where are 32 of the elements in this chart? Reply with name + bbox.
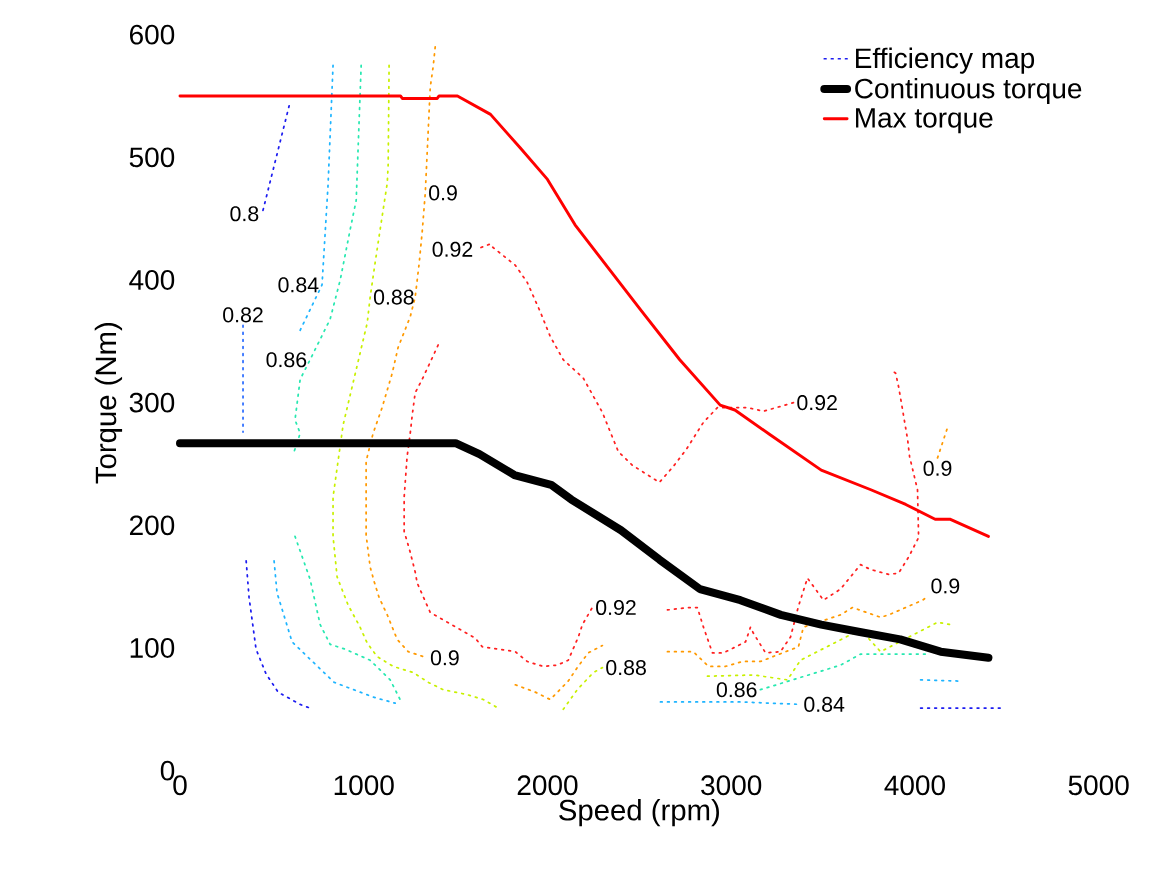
x-axis-title: Speed (rpm) — [559, 799, 719, 827]
annotation: 0.86 — [716, 682, 757, 698]
annotation: 0.84 — [804, 697, 845, 713]
annotation: 0.92 — [797, 395, 837, 411]
legend-label: Max torque — [856, 108, 993, 134]
x-tick-label: 5000 — [1068, 775, 1129, 796]
x-tick-label: 3000 — [701, 775, 762, 796]
annotation: 0.9 — [429, 185, 457, 201]
annotation: 0.88 — [373, 289, 414, 305]
y-tick-label: 400 — [129, 270, 175, 291]
x-tick-label: 2000 — [517, 775, 578, 796]
annotation: 0.9 — [931, 578, 960, 594]
annotation: 0.86 — [266, 352, 307, 368]
y-tick-label: 100 — [130, 638, 175, 659]
y-tick-label: 500 — [129, 147, 175, 168]
annotation: 0.84 — [278, 277, 319, 293]
y-tick-label: 200 — [129, 515, 175, 536]
y-tick-label: 300 — [129, 392, 175, 413]
y-tick-label: 0 — [160, 760, 175, 781]
x-tick-label: 1000 — [334, 775, 394, 796]
annotation: 0.82 — [223, 307, 263, 323]
annotation: 0.92 — [432, 241, 473, 258]
y-axis-title: Torque (Nm) — [94, 323, 123, 484]
annotation: 0.9 — [430, 650, 459, 666]
y-tick-label: 600 — [130, 24, 175, 45]
annotation: 0.92 — [596, 600, 636, 616]
annotation: 0.8 — [230, 206, 259, 222]
annotation: 0.9 — [923, 460, 952, 477]
legend-label: Efficiency map — [856, 47, 1035, 74]
x-tick-label: 4000 — [884, 775, 945, 796]
legend-label: Continuous torque — [855, 78, 1082, 105]
annotation: 0.88 — [606, 660, 646, 676]
